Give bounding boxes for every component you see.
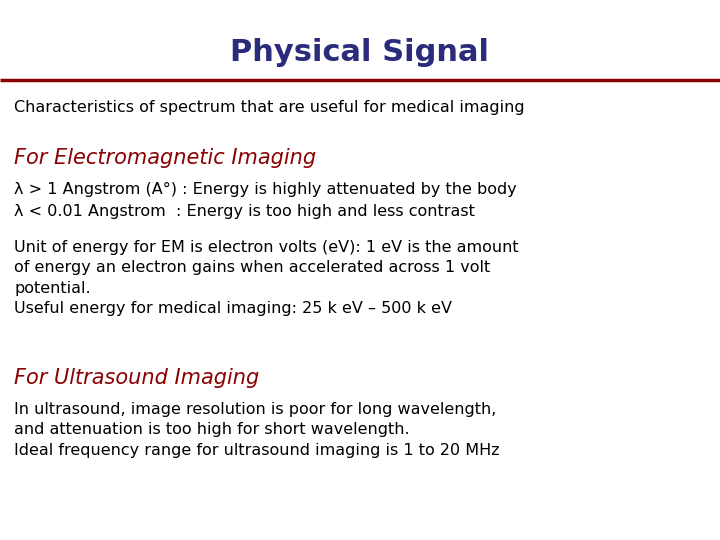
Text: Unit of energy for EM is electron volts (eV): 1 eV is the amount
of energy an el: Unit of energy for EM is electron volts … [14,240,518,316]
Text: λ < 0.01 Angstrom  : Energy is too high and less contrast: λ < 0.01 Angstrom : Energy is too high a… [14,204,475,219]
Text: In ultrasound, image resolution is poor for long wavelength,
and attenuation is : In ultrasound, image resolution is poor … [14,402,500,458]
Text: Physical Signal: Physical Signal [230,38,490,67]
Text: λ > 1 Angstrom (A°) : Energy is highly attenuated by the body: λ > 1 Angstrom (A°) : Energy is highly a… [14,182,517,197]
Text: Characteristics of spectrum that are useful for medical imaging: Characteristics of spectrum that are use… [14,100,525,115]
Text: For Electromagnetic Imaging: For Electromagnetic Imaging [14,148,316,168]
Text: For Ultrasound Imaging: For Ultrasound Imaging [14,368,259,388]
